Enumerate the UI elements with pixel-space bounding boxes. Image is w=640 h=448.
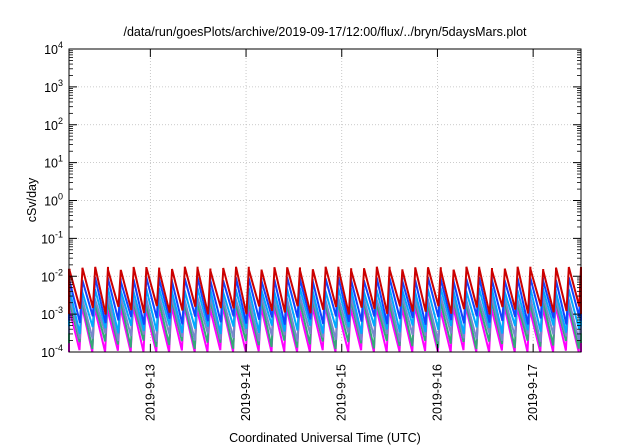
x-tick-label: 2019-9-14: [239, 364, 253, 421]
y-tick-label: 100: [44, 192, 63, 209]
chart-title: /data/run/goesPlots/archive/2019-09-17/1…: [123, 25, 527, 39]
x-tick-label: 2019-9-16: [430, 364, 444, 421]
y-tick-label: 10-3: [41, 305, 63, 322]
x-tick-label: 2019-9-13: [143, 364, 157, 421]
y-tick-label: 101: [44, 154, 63, 171]
series-line: [68, 266, 582, 315]
y-tick-label: 10-2: [41, 267, 63, 284]
y-tick-label: 104: [44, 40, 63, 57]
x-tick-label: 2019-9-17: [526, 364, 540, 421]
y-tick-label: 10-1: [41, 229, 63, 246]
y-tick-label: 10-4: [41, 343, 63, 360]
x-axis-label: Coordinated Universal Time (UTC): [229, 431, 421, 445]
x-axis: 2019-9-13 2019-9-14 2019-9-15 2019-9-16 2019…: [143, 49, 540, 421]
y-tick-label: 103: [44, 78, 63, 95]
x-tick-label: 2019-9-15: [335, 364, 349, 421]
y-axis-label: cSv/day: [25, 177, 39, 222]
series-group: [68, 266, 582, 353]
y-tick-label: 102: [44, 116, 63, 133]
